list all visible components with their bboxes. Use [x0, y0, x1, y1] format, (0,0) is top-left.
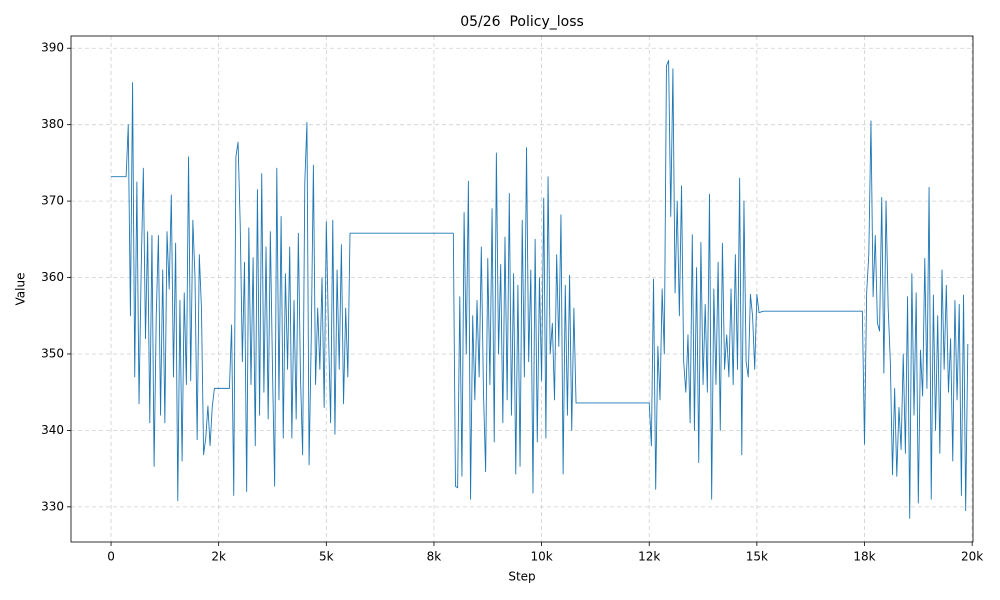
- y-tick-label: 380: [41, 117, 64, 131]
- y-tick-label: 340: [41, 423, 64, 437]
- x-tick-label: 0: [107, 550, 115, 564]
- y-tick-label: 350: [41, 346, 64, 360]
- x-tick-label: 20k: [961, 550, 983, 564]
- y-axis-label: Value: [14, 273, 28, 306]
- data-line: [111, 60, 969, 519]
- plot-frame: [70, 35, 974, 543]
- x-tick-label: 10k: [530, 550, 552, 564]
- y-tick-label: 370: [41, 194, 64, 208]
- y-tick-label: 390: [41, 41, 64, 55]
- x-tick-label: 5k: [319, 550, 334, 564]
- x-tick-label: 18k: [853, 550, 875, 564]
- y-tick-label: 360: [41, 270, 64, 284]
- x-axis-label: Step: [508, 570, 535, 584]
- x-tick-label: 15k: [746, 550, 768, 564]
- x-tick-label: 8k: [427, 550, 442, 564]
- chart-title: 05/26 Policy_loss: [460, 14, 584, 30]
- y-tick-label: 330: [41, 499, 64, 513]
- x-tick-label: 12k: [638, 550, 660, 564]
- x-tick-label: 2k: [211, 550, 226, 564]
